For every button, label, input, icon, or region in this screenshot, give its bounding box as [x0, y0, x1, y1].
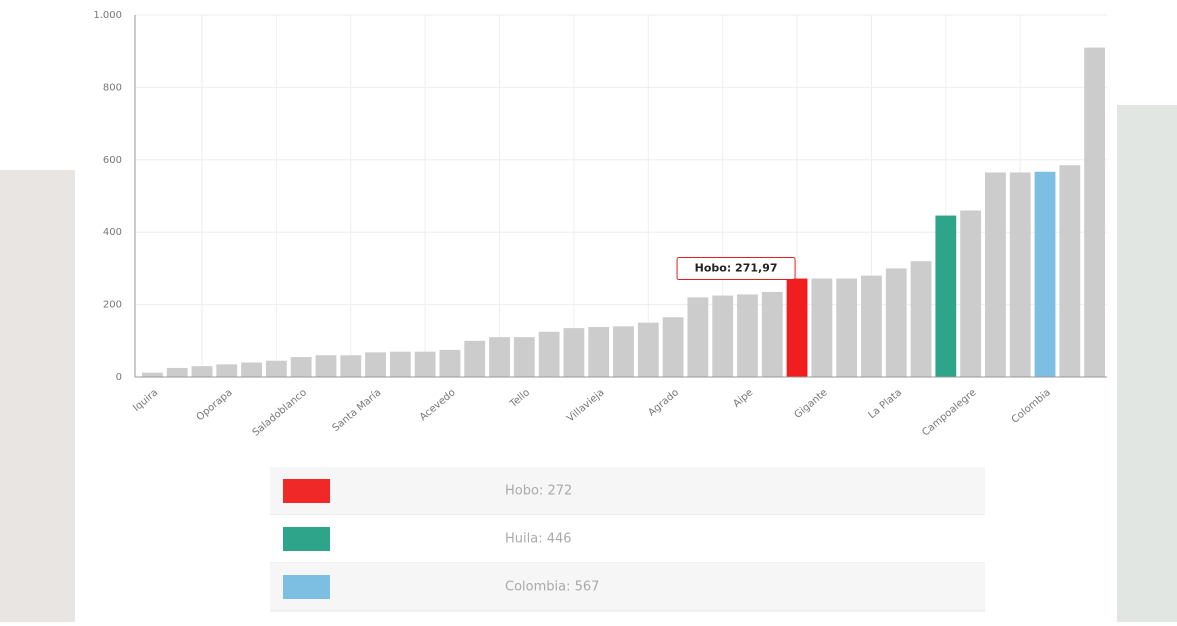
- x-tick-label: Gigante: [792, 387, 829, 421]
- bar: [265, 360, 287, 377]
- bar: [935, 215, 957, 377]
- bar: [687, 297, 709, 377]
- row-label: Colombia: 567: [505, 580, 599, 595]
- y-tick-label: 600: [103, 155, 122, 166]
- bar: [712, 295, 734, 377]
- color-swatch: [283, 575, 330, 599]
- bar: [761, 291, 783, 377]
- bar: [811, 278, 833, 377]
- bar: [737, 294, 758, 377]
- bar: [861, 275, 882, 377]
- y-tick-label: 1.000: [93, 10, 122, 21]
- bar: [588, 327, 610, 377]
- bar: [241, 362, 262, 377]
- y-tick-label: 400: [103, 227, 122, 238]
- table-row: [270, 467, 985, 515]
- bar: [340, 355, 362, 377]
- y-tick-label: 0: [116, 372, 122, 383]
- bar: [960, 210, 982, 377]
- x-tick-label: Oporapa: [195, 387, 235, 423]
- tooltip-box: [676, 257, 796, 281]
- x-tick-label: Campoalegre: [920, 387, 978, 438]
- table-row: [270, 515, 985, 563]
- bar: [414, 351, 436, 377]
- bar: [910, 261, 932, 377]
- bar: [1009, 172, 1031, 377]
- y-tick-label: 200: [103, 300, 122, 311]
- x-tick-label: Agrado: [646, 387, 681, 419]
- bar: [985, 172, 1006, 377]
- background-photo: [0, 170, 75, 622]
- bar: [389, 351, 411, 377]
- bar: [885, 268, 907, 377]
- bar: [464, 340, 486, 377]
- bar: [836, 278, 858, 377]
- bar: [563, 328, 585, 377]
- bar: [1034, 171, 1056, 377]
- x-tick-label: Colombia: [1010, 387, 1053, 426]
- bar: [216, 364, 238, 377]
- x-tick-label: Santa María: [330, 386, 384, 434]
- background-photo: [1117, 105, 1177, 622]
- x-tick-label: Tello: [507, 387, 532, 410]
- bar: [1084, 47, 1106, 378]
- bar: [439, 349, 461, 377]
- y-tick-label: 800: [103, 82, 122, 93]
- bar: [315, 355, 337, 377]
- tooltip-label: Hobo: 271,97: [695, 262, 778, 275]
- color-swatch: [283, 527, 330, 551]
- row-label: Hobo: 272: [505, 484, 572, 499]
- color-swatch: [283, 479, 330, 503]
- bar: [513, 337, 535, 377]
- bar: [613, 326, 634, 377]
- x-tick-label: Villavieja: [565, 387, 606, 424]
- x-tick-label: Saladoblanco: [251, 387, 309, 439]
- plot: 0 200 400 600 800 1.000 Iquira Oporapa Saladobla…: [93, 10, 1107, 439]
- bar: [489, 337, 510, 377]
- bar: [290, 357, 312, 377]
- summary-table: Hobo: 272 Huila: 446 Colombia: 567: [270, 467, 985, 612]
- bar: [786, 278, 808, 377]
- x-tick-label: Acevedo: [418, 387, 458, 423]
- bar: [662, 317, 684, 377]
- bar: [141, 372, 163, 377]
- x-tick-label: Aipe: [731, 387, 755, 410]
- row-label: Huila: 446: [505, 532, 572, 547]
- bar: [191, 366, 213, 377]
- bar: [166, 367, 188, 377]
- table-row: [270, 563, 985, 611]
- x-tick-label: La Plata: [866, 387, 904, 421]
- bar: [538, 331, 560, 377]
- bar: [1059, 165, 1081, 377]
- x-tick-label: Iquira: [131, 387, 160, 414]
- bar: [637, 322, 659, 377]
- bar: [365, 352, 386, 377]
